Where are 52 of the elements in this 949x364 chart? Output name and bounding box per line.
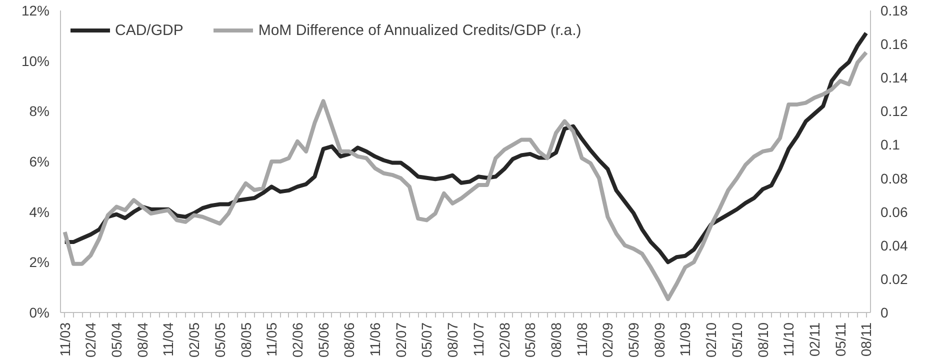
x-tick-label: 11/10 (780, 322, 797, 356)
x-tick-label: 02/10 (703, 322, 720, 358)
x-tick-label: 11/06 (367, 322, 384, 356)
x-tick-label: 02/06 (289, 322, 306, 358)
x-tick-label: 05/06 (315, 322, 332, 358)
x-tick-label: 02/04 (82, 322, 99, 358)
y2-tick-label: 0.06 (880, 204, 908, 220)
x-tick-label: 05/04 (108, 322, 125, 358)
x-tick-label: 11/05 (264, 322, 280, 356)
x-tick-label: 08/07 (444, 322, 461, 358)
x-tick-label: 05/08 (522, 322, 538, 358)
x-tick-label: 02/08 (496, 322, 512, 358)
y-tick-label: 10% (21, 52, 50, 69)
y2-tick-label: 0.12 (880, 103, 908, 120)
x-tick-label: 11/04 (160, 322, 176, 356)
x-tick-label: 08/05 (238, 322, 254, 358)
y2-tick-label: 0 (880, 304, 888, 320)
x-tick-label: 02/05 (186, 322, 202, 358)
y-tick-label: 8% (29, 103, 50, 120)
x-tick-label: 08/08 (548, 322, 564, 358)
x-tick-label: 08/11 (858, 322, 874, 356)
line-series (62, 50, 868, 302)
x-tick-label: 11/08 (574, 322, 590, 356)
x-tick-label: 05/11 (832, 322, 848, 356)
x-tick-label: 08/10 (754, 322, 771, 358)
x-tick-label: 08/06 (341, 322, 358, 358)
y-tick-label: 2% (29, 254, 50, 270)
x-tick-label: 11/03 (56, 322, 73, 356)
x-tick-label: 11/07 (470, 322, 486, 356)
y-tick-label: 12% (21, 2, 50, 18)
legend-label: MoM Difference of Annualized Credits/GDP (r.a.) (258, 22, 582, 38)
x-tick-label: 11/09 (677, 322, 694, 356)
legend-label: CAD/GDP (115, 22, 184, 38)
y2-tick-label: 0.02 (880, 270, 908, 287)
y2-tick-label: 0.16 (880, 36, 908, 52)
x-tick-label: 08/09 (651, 322, 668, 358)
x-tick-label: 05/07 (418, 322, 435, 358)
y2-tick-label: 0.04 (880, 237, 908, 254)
y-tick-label: 4% (29, 204, 50, 220)
x-tick-label: 02/09 (600, 322, 616, 358)
y-tick-label: 6% (29, 154, 50, 170)
x-tick-label: 02/07 (392, 322, 409, 358)
x-tick-label: 08/04 (134, 322, 150, 358)
x-tick-label: 02/11 (806, 322, 822, 356)
x-tick-label: 05/10 (728, 322, 745, 358)
y2-tick-label: 0.14 (880, 70, 908, 86)
y2-tick-label: 0.08 (880, 170, 908, 186)
y-tick-label: 0% (29, 304, 50, 320)
x-tick-label: 05/09 (626, 322, 642, 358)
y2-tick-label: 0.1 (880, 136, 900, 153)
y2-tick-label: 0.18 (880, 2, 908, 18)
x-tick-label: 05/05 (212, 322, 228, 358)
